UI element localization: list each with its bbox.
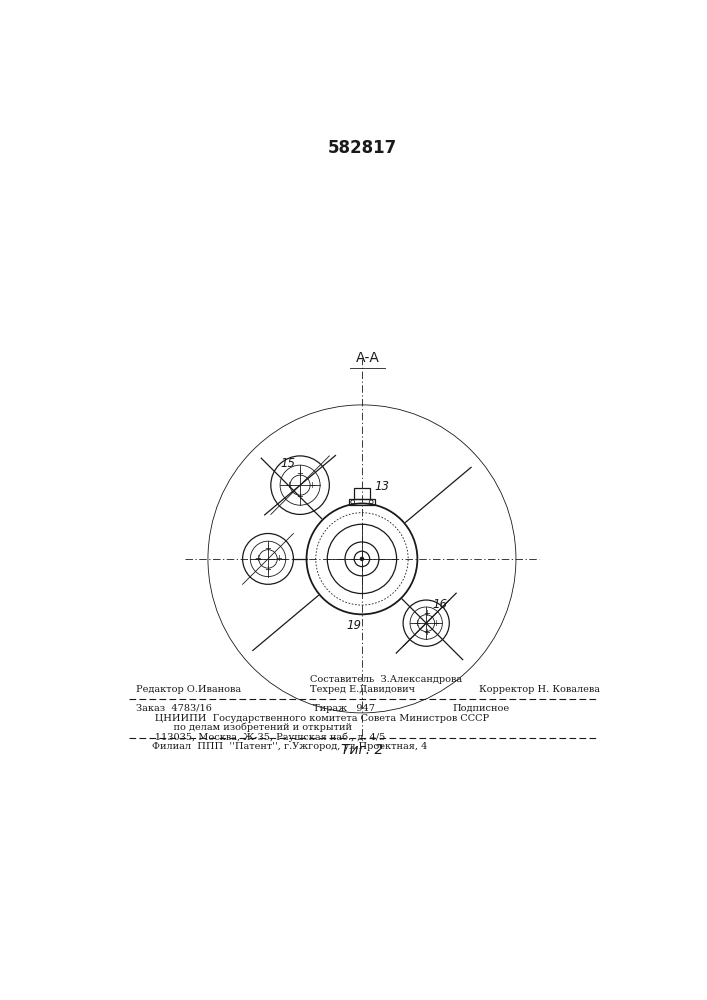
Text: +: + bbox=[297, 492, 303, 501]
Text: 16: 16 bbox=[433, 598, 448, 611]
Text: Составитель  З.Александрова: Составитель З.Александрова bbox=[310, 675, 462, 684]
Text: +: + bbox=[255, 554, 261, 563]
Text: Заказ  4783/16: Заказ 4783/16 bbox=[136, 704, 212, 713]
Text: +: + bbox=[432, 619, 439, 628]
Text: ЦНИИПИ  Государственного комитета Совета Министров СССР: ЦНИИПИ Государственного комитета Совета … bbox=[136, 714, 489, 723]
Text: +: + bbox=[308, 481, 315, 490]
Text: +: + bbox=[264, 544, 271, 553]
Text: Тираж   947: Тираж 947 bbox=[313, 704, 375, 713]
Text: +: + bbox=[285, 481, 292, 490]
Text: +: + bbox=[414, 619, 420, 628]
Text: Редактор О.Иванова: Редактор О.Иванова bbox=[136, 685, 242, 694]
Circle shape bbox=[361, 557, 363, 560]
Text: +: + bbox=[275, 554, 281, 563]
Text: Филиал  ППП  ''Патент'', г.Ужгород, ул.Проектная, 4: Филиал ППП ''Патент'', г.Ужгород, ул.Про… bbox=[152, 742, 427, 751]
Text: +: + bbox=[423, 628, 430, 637]
Text: Подписное: Подписное bbox=[452, 704, 509, 713]
Text: +: + bbox=[264, 565, 271, 574]
Text: 19: 19 bbox=[346, 619, 362, 632]
Bar bbox=[354, 488, 370, 499]
Text: по делам изобретений и открытий: по делам изобретений и открытий bbox=[136, 723, 352, 732]
Text: А-А: А-А bbox=[356, 351, 380, 365]
Text: +: + bbox=[423, 609, 430, 618]
Bar bbox=[349, 499, 375, 505]
Text: Τиг. 2: Τиг. 2 bbox=[341, 743, 383, 757]
Text: 113035, Москва, Ж-35, Раушская наб., д. 4/5: 113035, Москва, Ж-35, Раушская наб., д. … bbox=[136, 732, 385, 742]
Text: Корректор Н. Ковалева: Корректор Н. Ковалева bbox=[479, 685, 600, 694]
Text: +: + bbox=[297, 469, 303, 478]
Text: 582817: 582817 bbox=[327, 139, 397, 157]
Text: 13: 13 bbox=[374, 480, 390, 493]
Text: Техред Е.Давидович: Техред Е.Давидович bbox=[310, 685, 414, 694]
Text: 15: 15 bbox=[280, 457, 296, 470]
